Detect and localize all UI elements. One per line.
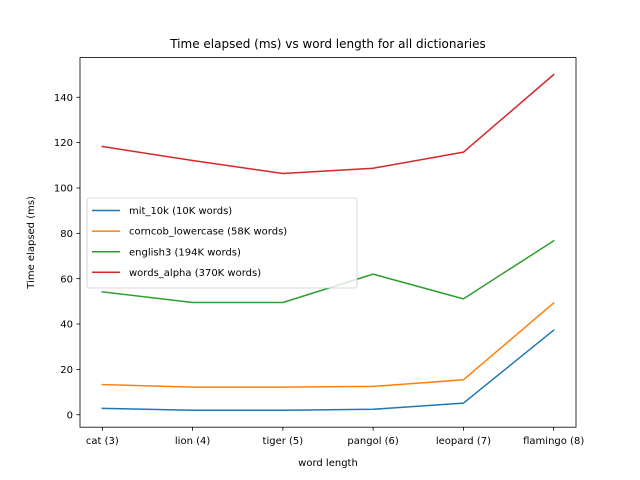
- legend-entry-label: mit_10k (10K words): [129, 206, 232, 217]
- x-tick-label: flamingo (8): [523, 436, 584, 447]
- series-line-2: [101, 301, 555, 388]
- x-tick-label: pangol (6): [347, 436, 399, 447]
- series-line-1: [101, 329, 555, 411]
- y-axis-ticks: 0 20 40 60 80 100 120 140: [54, 93, 80, 421]
- y-tick-label: 80: [60, 229, 73, 240]
- legend-entry-label: english3 (194K words): [129, 247, 241, 258]
- y-tick-label: 40: [60, 320, 73, 331]
- legend-frame: [86, 197, 358, 289]
- y-tick-label: 60: [60, 274, 73, 285]
- legend: mit_10k (10K words) corncob_lowercase (58…: [86, 197, 358, 289]
- y-tick-label: 140: [54, 93, 73, 104]
- y-tick-label: 0: [67, 410, 73, 421]
- y-tick-label: 100: [54, 184, 73, 195]
- y-tick-label: 20: [60, 365, 73, 376]
- plot-area-frame: [79, 57, 577, 428]
- x-tick-label: leopard (7): [436, 436, 491, 447]
- x-tick-label: lion (4): [175, 436, 210, 447]
- legend-entry-label: corncob_lowercase (58K words): [129, 227, 287, 238]
- y-axis-label: Time elapsed (ms): [26, 196, 37, 290]
- series-line-4: [101, 73, 555, 175]
- legend-entry-label: words_alpha (370K words): [129, 268, 261, 279]
- x-axis-ticks: cat (3) lion (4) tiger (5) pangol (6) leopar…: [86, 427, 584, 447]
- y-tick-label: 120: [54, 138, 73, 149]
- chart-title: Time elapsed (ms) vs word length for all…: [169, 37, 486, 51]
- x-tick-label: cat (3): [86, 436, 119, 447]
- x-tick-label: tiger (5): [263, 436, 304, 447]
- x-axis-label: word length: [298, 458, 358, 469]
